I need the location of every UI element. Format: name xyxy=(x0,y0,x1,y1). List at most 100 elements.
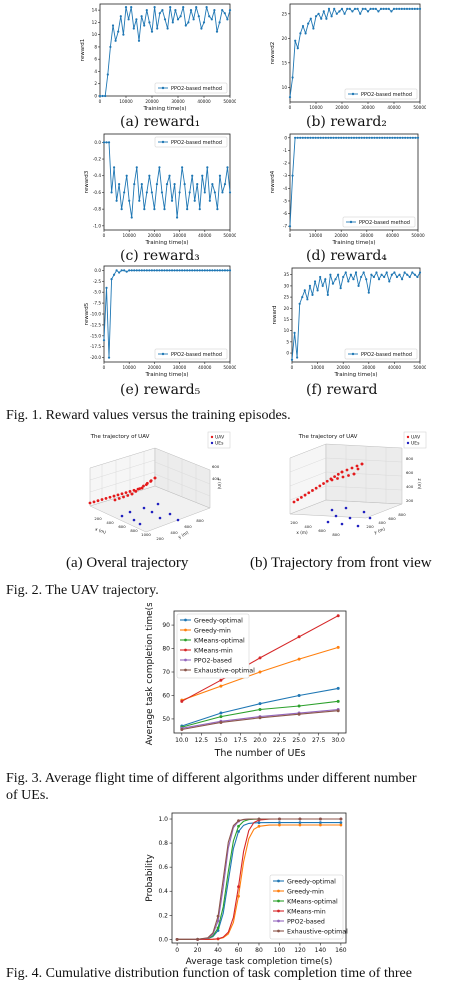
uav-point xyxy=(299,495,303,499)
data-point xyxy=(216,914,220,918)
series-line xyxy=(291,270,421,360)
series-line xyxy=(289,137,418,227)
data-point xyxy=(258,708,262,712)
legend-marker xyxy=(277,909,280,913)
data-point xyxy=(112,166,116,169)
uav-point xyxy=(126,494,130,497)
data-point xyxy=(150,191,153,194)
data-point xyxy=(174,9,177,12)
data-point xyxy=(365,278,368,281)
uav-point xyxy=(140,486,144,490)
y-tick-label: 0.0 xyxy=(94,140,101,145)
x-tick-label: 20000 xyxy=(335,233,349,238)
data-point xyxy=(339,823,343,827)
data-point xyxy=(173,182,176,186)
data-point xyxy=(184,24,187,27)
y-tick-label: 200 xyxy=(156,536,164,541)
data-point xyxy=(303,289,306,292)
data-point xyxy=(370,136,374,139)
data-point xyxy=(393,136,397,139)
axis-label-0: x (m) xyxy=(296,530,308,535)
x-tick-label: 40000 xyxy=(197,99,211,104)
legend-label: Greedy-optimal xyxy=(194,617,243,624)
x-tick-label: 30000 xyxy=(173,233,187,238)
data-point xyxy=(317,12,320,15)
data-point xyxy=(213,269,216,272)
data-point xyxy=(403,7,406,10)
legend-marker xyxy=(277,919,280,923)
data-point xyxy=(377,10,380,13)
x-tick-label: 40000 xyxy=(198,365,212,370)
data-point xyxy=(360,136,363,139)
y-axis-label: reward2 xyxy=(270,42,276,65)
data-point xyxy=(205,5,208,9)
data-point xyxy=(257,821,261,825)
data-point xyxy=(418,271,422,274)
data-point xyxy=(406,136,409,139)
data-point xyxy=(388,136,391,139)
legend-box xyxy=(154,82,228,94)
data-point xyxy=(182,5,185,9)
uav-point xyxy=(117,497,121,500)
data-point xyxy=(102,339,106,342)
legend-label: PPO2-based method xyxy=(171,352,222,358)
data-point xyxy=(191,174,194,177)
y-tick-label: 20 xyxy=(284,306,290,311)
legend-label: PPO2-based method xyxy=(361,92,412,98)
z-tick-label: 400 xyxy=(212,476,220,481)
legend-box xyxy=(154,348,228,360)
data-point xyxy=(383,275,386,279)
grid-line xyxy=(154,473,211,497)
x-tick-label: 40000 xyxy=(198,233,212,238)
data-point xyxy=(180,727,184,731)
data-point xyxy=(133,269,136,272)
x-tick-label: 30000 xyxy=(362,365,376,370)
ue-point xyxy=(128,510,132,514)
uav-point xyxy=(128,490,132,493)
uav-point xyxy=(92,500,96,504)
data-point xyxy=(335,12,338,15)
data-point xyxy=(197,15,200,18)
data-point xyxy=(334,278,337,281)
data-point xyxy=(340,136,343,139)
plot-frame xyxy=(103,133,231,231)
data-point xyxy=(258,656,262,660)
uav-point xyxy=(134,489,138,493)
data-point xyxy=(178,269,181,272)
x-axis-label: Training time(s) xyxy=(142,106,186,112)
uav-point xyxy=(116,493,120,497)
z-tick-label: 600 xyxy=(406,470,414,475)
data-point xyxy=(198,208,201,211)
x-tick-label: 600 xyxy=(318,528,326,533)
y-tick-label: -17.5 xyxy=(90,344,101,349)
x-tick-label: 400 xyxy=(106,520,114,525)
y-tick-label: 10 xyxy=(92,32,98,37)
data-point xyxy=(105,286,108,289)
x-tick-label: 25.0 xyxy=(292,737,306,744)
data-point xyxy=(396,136,399,139)
data-point xyxy=(165,182,169,186)
data-point xyxy=(375,136,379,139)
x-tick-label: 50000 xyxy=(413,365,426,370)
legend-ue-marker xyxy=(210,441,214,445)
data-point xyxy=(106,73,109,76)
data-point xyxy=(135,269,138,272)
data-point xyxy=(133,182,136,186)
data-point xyxy=(404,136,407,139)
data-point xyxy=(223,182,227,186)
data-point xyxy=(322,10,325,13)
y-tick-label: -1 xyxy=(283,148,288,153)
x-tick-label: 10000 xyxy=(311,365,325,370)
x-tick-label: 30000 xyxy=(171,99,185,104)
data-point xyxy=(388,280,391,283)
ue-point xyxy=(362,510,366,514)
grid-line xyxy=(89,471,156,493)
y-tick-label: 10 xyxy=(284,328,290,333)
data-point xyxy=(400,278,404,281)
y-axis-label: reward xyxy=(272,305,278,324)
y-tick-label: -12.5 xyxy=(90,322,101,327)
data-point xyxy=(278,817,281,821)
data-point xyxy=(372,7,375,10)
legend-uav-marker xyxy=(406,435,410,439)
x-tick-label: 50000 xyxy=(223,233,236,238)
